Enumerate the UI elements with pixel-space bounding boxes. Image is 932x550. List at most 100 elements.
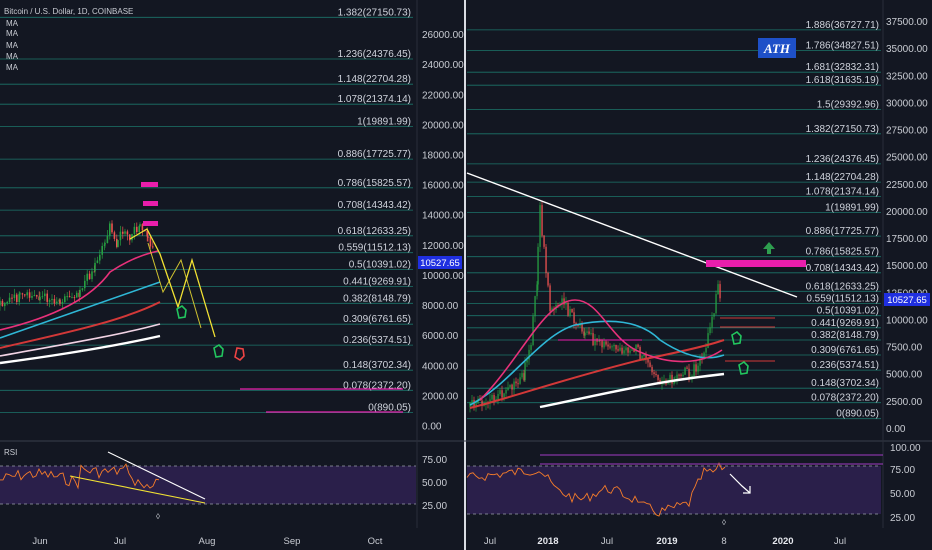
candle-body [611, 346, 613, 348]
candle-body [569, 309, 571, 316]
candle-body [39, 296, 41, 301]
candle-body [693, 364, 695, 376]
candle-body [86, 273, 88, 281]
rsi-tick-label: 75.00 [890, 465, 915, 476]
candle-body [133, 226, 136, 234]
candle-body [678, 374, 680, 376]
candle-body [647, 359, 649, 363]
candle-body [513, 381, 515, 390]
candle-body [688, 368, 690, 378]
y-tick-label: 22500.00 [886, 180, 928, 191]
x-tick-label: Sep [284, 536, 301, 547]
ma-line [0, 250, 159, 331]
fib-label: 0.148(3702.34) [811, 378, 879, 389]
fib-label: 0.618(12633.25) [338, 226, 411, 237]
candle-body [139, 224, 141, 227]
candle-body [717, 284, 719, 295]
fib-label: 0.786(15825.57) [338, 178, 411, 189]
candle-body [21, 293, 24, 295]
candle-body [26, 292, 28, 296]
candle-body [76, 292, 78, 298]
candle-body [24, 294, 26, 296]
candle-body [117, 240, 119, 247]
y-tick-label: 0.00 [886, 424, 906, 435]
hand-up-icon [176, 304, 187, 319]
candle-body [676, 374, 678, 380]
candle-body [104, 243, 106, 245]
candle-body [53, 298, 56, 304]
candle-body [536, 284, 538, 297]
candle-body [116, 238, 118, 247]
y-tick-label: 12000.00 [422, 241, 464, 252]
fib-label: 0.236(5374.51) [811, 360, 879, 371]
candle-body [493, 395, 495, 401]
candle-body [509, 384, 511, 388]
ma-line [469, 320, 725, 406]
rsi-tick-label: 50.00 [890, 489, 915, 500]
ath-resistance-zone [706, 260, 806, 267]
candle-body [577, 324, 579, 327]
rsi-label: RSI [4, 448, 17, 457]
rsi-drawings: ◊ ◊ [69, 451, 883, 527]
candle-body [703, 352, 705, 359]
left-time-axis: Jun Jul Aug Sep Oct [32, 536, 382, 547]
right-price-tag: 10527.65 [884, 293, 930, 306]
candle-body [649, 362, 651, 367]
fib-label: 0.559(11512.13) [338, 243, 411, 254]
candle-body [106, 235, 109, 243]
candle-body [66, 296, 68, 298]
candle-body [79, 289, 81, 297]
candle-body [113, 232, 116, 239]
ath-badge-box [758, 38, 796, 58]
y-tick-label: 10000.00 [886, 315, 928, 326]
left-legend: Bitcoin / U.S. Dollar, 1D, COINBASE MA M… [4, 7, 133, 457]
candle-body [682, 374, 684, 376]
y-tick-label: 35000.00 [886, 44, 928, 55]
rsi-tick-label: 75.00 [422, 455, 447, 466]
candle-body [547, 273, 549, 286]
fib-label: 0.382(8148.79) [811, 330, 879, 341]
x-tick-label: 8 [721, 536, 726, 547]
candle-body [48, 300, 51, 302]
candle-body [18, 293, 20, 302]
candle-body [88, 273, 91, 280]
candle-body [4, 303, 6, 307]
x-tick-label: Jul [114, 536, 126, 547]
candle-body [491, 395, 493, 400]
fib-label: 0.078(2372.20) [811, 393, 879, 404]
candle-body [526, 359, 528, 363]
candle-body [146, 230, 148, 237]
candle-body [129, 234, 131, 241]
y-tick-label: 14000.00 [422, 211, 464, 222]
fib-label: 1.148(22704.28) [806, 172, 879, 183]
candle-body [541, 205, 543, 236]
candle-body [73, 297, 76, 299]
candle-body [613, 345, 615, 347]
candle-body [28, 292, 31, 298]
x-tick-label: Aug [199, 536, 216, 547]
symbol-title: Bitcoin / U.S. Dollar, 1D, COINBASE [4, 7, 133, 16]
candle-body [617, 349, 619, 351]
fib-label: 0.148(3702.34) [343, 360, 411, 371]
candle-body [511, 384, 513, 390]
ma-line [0, 301, 161, 349]
candle-body [655, 374, 657, 375]
candle-body [563, 298, 565, 305]
candle-body [6, 302, 8, 304]
candle-body [31, 296, 33, 298]
fib-label: 0.886(17725.77) [338, 149, 411, 160]
candle-body [147, 236, 149, 238]
x-tick-label: Jun [32, 536, 47, 547]
y-tick-label: 22000.00 [422, 90, 464, 101]
candle-body [530, 345, 532, 350]
fib-label: 0.618(12633.25) [806, 281, 879, 292]
candle-body [673, 381, 675, 384]
left-moving-averages [0, 250, 161, 365]
right-moving-averages [469, 299, 725, 409]
ma-line [469, 339, 725, 409]
candle-body [96, 260, 99, 263]
candle-body [111, 223, 113, 233]
fib-label: 0.708(14343.42) [338, 200, 411, 211]
candle-body [684, 367, 686, 375]
